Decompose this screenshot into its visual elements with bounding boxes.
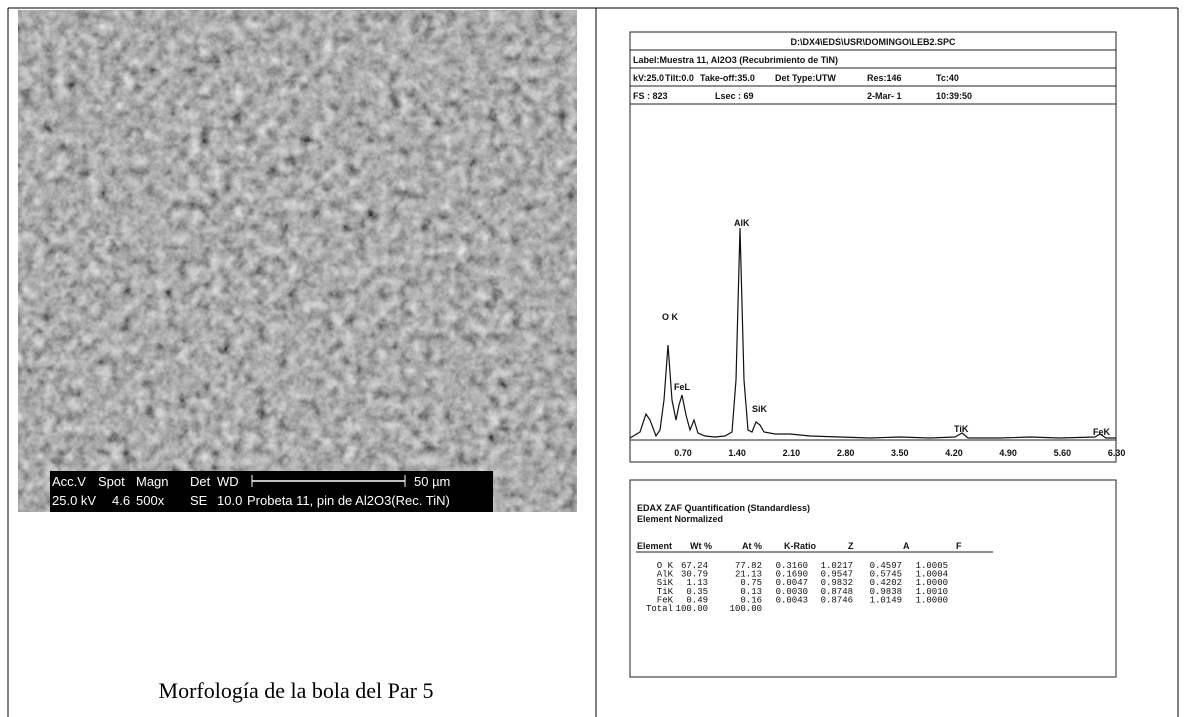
- cell: 0.0043: [776, 595, 808, 605]
- setting: Tc:40: [936, 73, 959, 83]
- setting: Det Type:UTW: [775, 73, 836, 83]
- acquisition: 10:39:50: [936, 91, 972, 101]
- micrograph-texture: [18, 10, 577, 512]
- info-value: 10.0: [217, 493, 242, 508]
- acquisition: FS : 823: [633, 91, 668, 101]
- column-header: At %: [742, 541, 762, 551]
- info-value: Probeta 11, pin de Al2O3(Rec. TiN): [247, 493, 450, 508]
- spectrum-curve: [630, 228, 1116, 438]
- quant-subtitle: Element Normalized: [637, 514, 723, 524]
- axis-label: 4.20: [945, 448, 963, 458]
- axis-label: 2.10: [783, 448, 801, 458]
- cell: 1.0000: [916, 595, 948, 605]
- info-label: WD: [217, 474, 239, 489]
- axis-label: 4.90: [999, 448, 1017, 458]
- info-value: 500x: [136, 493, 165, 508]
- peak-label: AlK: [734, 218, 750, 228]
- setting: Take-off:35.0: [700, 73, 755, 83]
- peak-label: O K: [662, 312, 679, 322]
- acquisition: Lsec : 69: [715, 91, 754, 101]
- axis-label: 1.40: [728, 448, 746, 458]
- info-value: 25.0 kV: [52, 493, 96, 508]
- cell: 100.00: [730, 604, 762, 614]
- column-header: Z: [848, 541, 854, 551]
- scale-text: 50 µm: [414, 474, 450, 489]
- info-label: Det: [190, 474, 211, 489]
- info-label: Magn: [136, 474, 169, 489]
- page: Acc.V Spot Magn Det WD 50 µm 25.0 kV 4.6 500x SE 1…: [0, 0, 1186, 717]
- peak-label: TiK: [954, 424, 969, 434]
- axis-label: 5.60: [1054, 448, 1072, 458]
- column-header: A: [903, 541, 910, 551]
- axis-label: 3.50: [891, 448, 909, 458]
- setting: Tilt:0.0: [665, 73, 694, 83]
- spectrum-path: D:\DX4\EDS\USR\DOMINGO\LEB2.SPC: [790, 37, 956, 47]
- axis-label: 2.80: [837, 448, 855, 458]
- column-header: K-Ratio: [784, 541, 816, 551]
- peak-label: FeK: [1093, 427, 1111, 437]
- info-label: Acc.V: [52, 474, 86, 489]
- caption: Morfología de la bola del Par 5: [159, 678, 434, 703]
- column-header: Wt %: [690, 541, 712, 551]
- cell: 1.0149: [870, 595, 902, 605]
- cell: 0.8746: [821, 595, 853, 605]
- info-value: 4.6: [112, 493, 130, 508]
- axis-label: 0.70: [674, 448, 692, 458]
- spectrum-label: Label:Muestra 11, Al2O3 (Recubrimiento d…: [633, 55, 838, 65]
- info-label: Spot: [98, 474, 125, 489]
- quant-title: EDAX ZAF Quantification (Standardless): [637, 503, 810, 513]
- setting: Res:146: [867, 73, 902, 83]
- axis-label: 6.30: [1108, 448, 1126, 458]
- column-header: Element: [637, 541, 672, 551]
- setting: kV:25.0: [633, 73, 664, 83]
- peak-label: SiK: [752, 404, 768, 414]
- info-value: SE: [190, 493, 208, 508]
- column-header: F: [956, 541, 962, 551]
- peak-label: FeL: [674, 382, 691, 392]
- cell: 100.00: [676, 604, 708, 614]
- cell: Total: [646, 604, 673, 614]
- acquisition: 2-Mar- 1: [867, 91, 902, 101]
